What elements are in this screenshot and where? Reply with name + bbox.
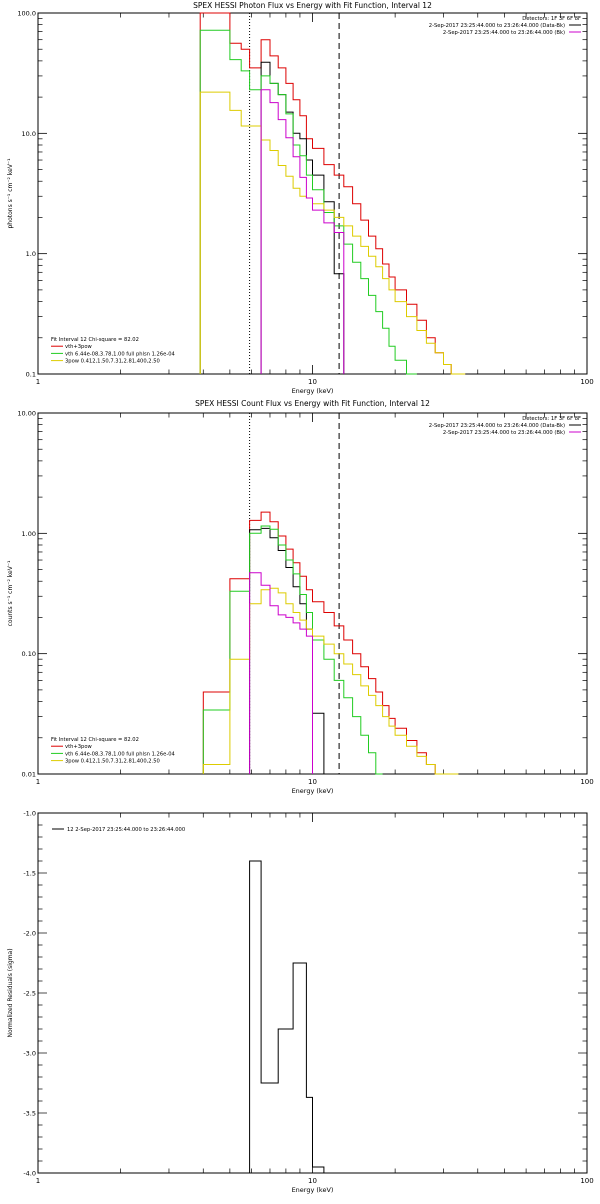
y-tick-label: -3.5 [23, 1110, 36, 1118]
series-1-line [199, 12, 466, 375]
x-tick-label: 1 [36, 778, 40, 786]
x-tick-label: 10 [308, 1177, 317, 1185]
x-tick-label: 10 [308, 778, 317, 786]
legend-entry: vth 6.44e-08,3.78,1.00 full phlsn 1.26e-… [65, 751, 176, 757]
series-1-line [249, 860, 325, 1173]
y-tick-label: 0.10 [22, 650, 36, 658]
plot-frame [37, 12, 588, 375]
x-tick-label: 10 [308, 378, 317, 386]
header-line: Detectors: 1F 3F 6F 8F [522, 16, 581, 22]
legend-entry: vth 6.44e-08,3.78,1.00 full phlsn 1.26e-… [65, 351, 176, 357]
header-line: 2-Sep-2017 23:25:44.000 to 23:26:44.000 … [443, 30, 565, 36]
header-line: 2-Sep-2017 23:25:44.000 to 23:26:44.000 … [429, 423, 565, 429]
chart-title: SPEX HESSI Photon Flux vs Energy with Fi… [193, 1, 432, 10]
chart-panel-2: SPEX HESSI Count Flux vs Energy with Fit… [7, 399, 594, 795]
legend-entry: vth+3pow [65, 744, 93, 750]
legend-entry: Fit Interval 12 Chi-square = 82.02 [51, 337, 139, 343]
y-tick-label: 0.1 [26, 371, 36, 379]
y-tick-label: -1.5 [23, 870, 36, 878]
y-tick-label: 1.0 [26, 250, 36, 258]
legend-entry: Fit Interval 12 Chi-square = 82.02 [51, 737, 139, 743]
chart-panel-1: SPEX HESSI Photon Flux vs Energy with Fi… [7, 1, 594, 395]
legend-entry: 3pow 0.412,1.50,7.31,2.81,400,2.50 [65, 759, 160, 765]
y-axis-label: Normalized Residuals (sigma) [7, 948, 14, 1037]
x-tick-label: 100 [580, 778, 593, 786]
x-tick-label: 1 [36, 378, 40, 386]
header-line: Detectors: 1F 3F 6F 8F [522, 416, 581, 422]
y-tick-label: -2.0 [23, 930, 36, 938]
series-5-line [260, 89, 345, 374]
y-tick-label: -2.5 [23, 990, 36, 998]
series-3-line [202, 525, 383, 775]
legend-entry: vth+3pow [65, 344, 93, 350]
x-tick-label: 100 [580, 378, 593, 386]
y-tick-label: -1.0 [23, 810, 36, 818]
series-3-line [199, 29, 417, 375]
x-tick-label: 100 [580, 1177, 593, 1185]
y-tick-label: 1.00 [22, 530, 36, 538]
legend-entry: 12 2-Sep-2017 23:25:44.000 to 23:26:44.0… [67, 827, 185, 833]
x-axis-label: Energy (keV) [292, 1186, 334, 1194]
legend-entry: 3pow 0.412,1.50,7.31,2.81,400,2.50 [65, 359, 160, 365]
y-axis-label: counts s⁻¹ cm⁻² keV⁻¹ [7, 560, 14, 626]
y-axis-label: photons s⁻¹ cm⁻² keV⁻¹ [7, 158, 14, 229]
series-4-line [202, 587, 459, 775]
y-tick-label: 0.01 [22, 771, 36, 779]
x-tick-label: 1 [36, 1177, 40, 1185]
y-tick-label: 100.0 [17, 10, 36, 18]
x-axis-label: Energy (keV) [292, 787, 334, 795]
header-line: 2-Sep-2017 23:25:44.000 to 23:26:44.000 … [429, 23, 565, 29]
series-1-line [202, 511, 452, 775]
y-tick-label: -4.0 [23, 1170, 36, 1178]
series-4-line [199, 91, 466, 375]
y-tick-label: 10.00 [17, 410, 36, 418]
series-5-line [249, 572, 313, 774]
y-tick-label: -3.0 [23, 1050, 36, 1058]
y-tick-label: 10.0 [22, 130, 36, 138]
chart-title: SPEX HESSI Count Flux vs Energy with Fit… [195, 399, 430, 408]
x-axis-label: Energy (keV) [292, 387, 334, 395]
chart-panel-3: 1 10 100 Energy (keV) -4.0 -3.5 -3.0 -2.5 -2.0 -1… [7, 810, 594, 1195]
header-line: 2-Sep-2017 23:25:44.000 to 23:26:44.000 … [443, 430, 565, 436]
series-2-line [260, 61, 345, 374]
